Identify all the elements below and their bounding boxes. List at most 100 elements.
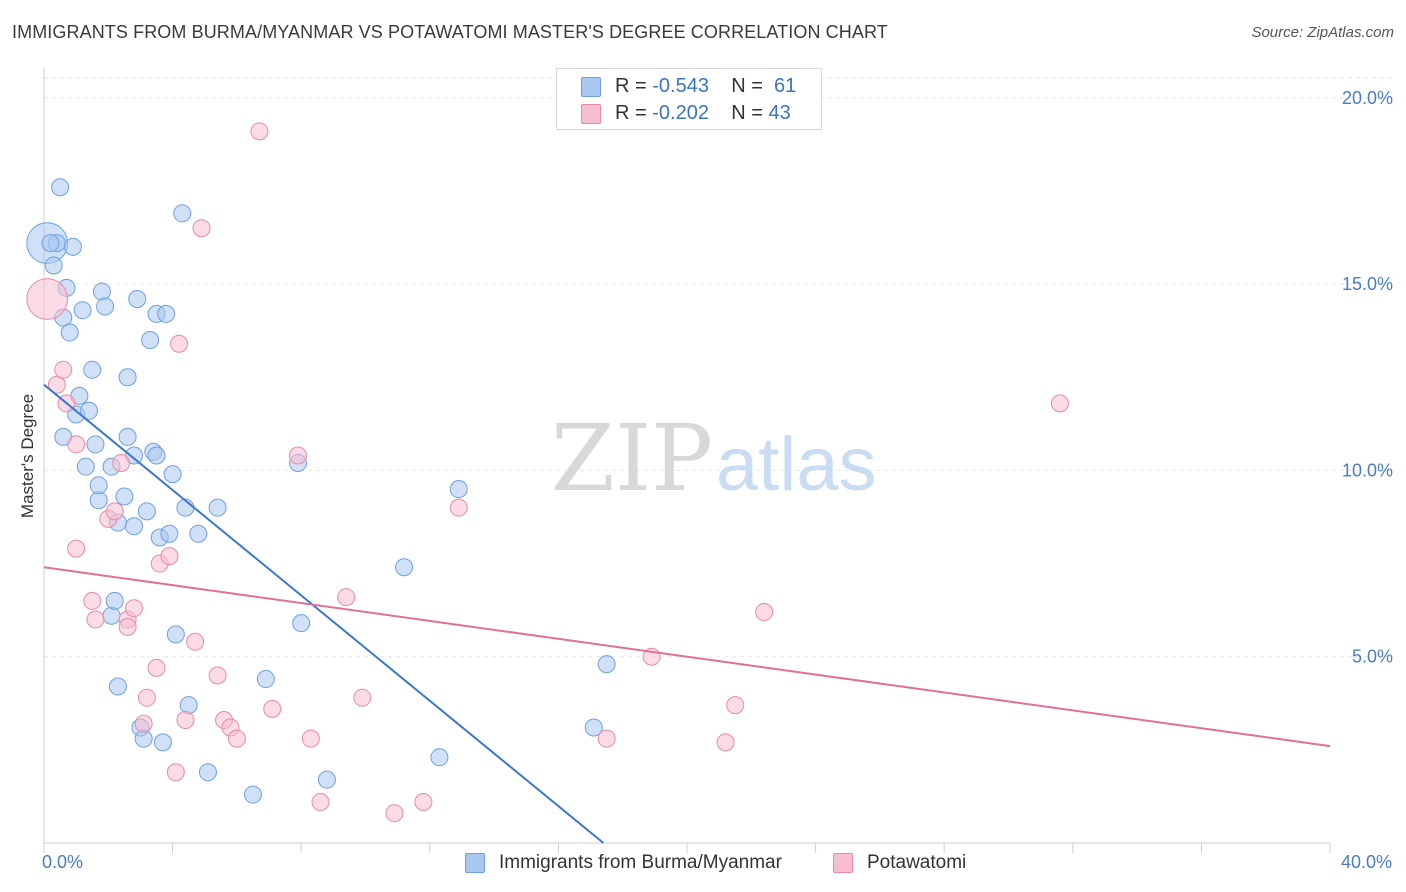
series-swatch-burma xyxy=(465,853,485,873)
chart-title: IMMIGRANTS FROM BURMA/MYANMAR VS POTAWAT… xyxy=(12,22,888,42)
legend-text-potawatomi: R = -0.202 N = 43 xyxy=(615,102,791,125)
point-s0-37 xyxy=(173,204,192,223)
point-s0-19 xyxy=(89,476,108,495)
point-s1-2 xyxy=(54,360,73,379)
grid-lines xyxy=(44,77,1392,658)
point-s0-7 xyxy=(63,237,82,256)
point-s0-57 xyxy=(449,480,468,499)
legend-text-burma: R = -0.543 N = 61 xyxy=(615,75,796,98)
point-s1-31 xyxy=(301,729,320,748)
point-s0-26 xyxy=(125,517,144,536)
trend-line-0 xyxy=(43,383,605,844)
point-s1-12 xyxy=(118,617,137,636)
legend-r-label: R = xyxy=(615,75,653,97)
y-tick-label-1: 10.0% xyxy=(1342,460,1393,480)
point-s1-33 xyxy=(337,588,356,607)
watermark-zip: ZIP xyxy=(551,405,713,512)
point-s1-34 xyxy=(353,688,372,707)
point-s1-18 xyxy=(160,547,179,566)
y-tick-label-3: 20.0% xyxy=(1342,88,1393,108)
point-s0-50 xyxy=(243,785,262,804)
point-s0-58 xyxy=(597,655,616,674)
y-tick-labels: 5.0% 10.0% 15.0% 20.0% xyxy=(1342,88,1393,667)
point-s1-40 xyxy=(716,733,735,752)
point-s0-17 xyxy=(96,297,115,316)
series-swatch-potawatomi xyxy=(833,853,853,873)
legend-swatch-potawatomi xyxy=(581,104,601,124)
point-s1-41 xyxy=(726,696,745,715)
point-s0-10 xyxy=(73,301,92,320)
point-s1-20 xyxy=(170,334,189,353)
point-s1-29 xyxy=(263,699,282,718)
point-s0-29 xyxy=(141,330,160,349)
legend-swatch-burma xyxy=(581,77,601,97)
point-s0-24 xyxy=(118,368,137,387)
point-s0-35 xyxy=(160,524,179,543)
point-s1-30 xyxy=(288,446,307,465)
point-s1-5 xyxy=(67,435,86,454)
trend-lines xyxy=(43,383,1331,844)
x-tick-label-min: 0.0% xyxy=(42,852,84,872)
point-s1-16 xyxy=(147,658,166,677)
point-s0-54 xyxy=(317,770,336,789)
point-s0-59 xyxy=(584,718,603,737)
correlation-legend: R = -0.543 N = 61 R = -0.202 N = 43 xyxy=(556,68,822,130)
point-s1-13 xyxy=(125,599,144,618)
point-s1-9 xyxy=(105,502,124,521)
point-s1-4 xyxy=(67,539,86,558)
point-s0-42 xyxy=(105,591,124,610)
point-s1-7 xyxy=(86,610,105,629)
legend-n-label: N = xyxy=(731,102,769,124)
point-s0-60 xyxy=(41,234,60,253)
point-s0-48 xyxy=(179,696,198,715)
x-tick-label-max: 40.0% xyxy=(1340,852,1392,872)
series-name-potawatomi: Potawatomi xyxy=(867,852,967,873)
point-s1-19 xyxy=(166,763,185,782)
point-s1-14 xyxy=(134,714,153,733)
point-s0-56 xyxy=(430,748,449,767)
point-s0-36 xyxy=(163,465,182,484)
trend-line-1 xyxy=(43,566,1331,748)
point-s0-27 xyxy=(128,290,147,309)
point-s1-43 xyxy=(1050,394,1069,413)
point-s1-10 xyxy=(112,453,131,472)
point-s1-42 xyxy=(755,602,774,621)
legend-n-value: 43 xyxy=(768,102,791,124)
legend-n-value: 61 xyxy=(774,75,797,97)
point-s1-22 xyxy=(186,632,205,651)
point-s0-40 xyxy=(208,498,227,517)
point-s0-55 xyxy=(395,558,414,577)
point-s1-38 xyxy=(597,729,616,748)
point-s0-43 xyxy=(108,677,127,696)
point-s0-41 xyxy=(102,606,121,625)
point-s0-12 xyxy=(83,360,102,379)
legend-r-label: R = xyxy=(615,102,653,124)
point-s0-15 xyxy=(76,457,95,476)
point-s0-46 xyxy=(153,733,172,752)
legend-n-label: N = xyxy=(731,75,769,97)
point-s1-6 xyxy=(83,591,102,610)
point-s1-27 xyxy=(227,729,246,748)
chart-source: Source: ZipAtlas.com xyxy=(1251,24,1394,41)
data-points xyxy=(26,122,1069,823)
point-s0-22 xyxy=(115,487,134,506)
point-s0-33 xyxy=(157,304,176,323)
point-s0-2 xyxy=(44,256,63,275)
watermark-atlas: atlas xyxy=(716,422,877,507)
legend-r-value: -0.543 xyxy=(652,75,709,97)
point-s1-28 xyxy=(250,122,269,141)
point-s0-53 xyxy=(292,614,311,633)
point-s1-15 xyxy=(137,688,156,707)
point-s0-47 xyxy=(166,625,185,644)
axes xyxy=(43,68,1331,853)
point-s0-3 xyxy=(51,178,70,197)
point-s1-21 xyxy=(176,711,195,730)
point-s0-49 xyxy=(198,763,217,782)
point-s1-1 xyxy=(47,375,66,394)
point-s0-51 xyxy=(256,670,275,689)
watermark: ZIP atlas xyxy=(551,405,877,512)
point-s0-31 xyxy=(147,446,166,465)
y-tick-label-2: 15.0% xyxy=(1342,274,1393,294)
point-s1-0 xyxy=(26,278,69,320)
point-s0-16 xyxy=(92,282,111,301)
